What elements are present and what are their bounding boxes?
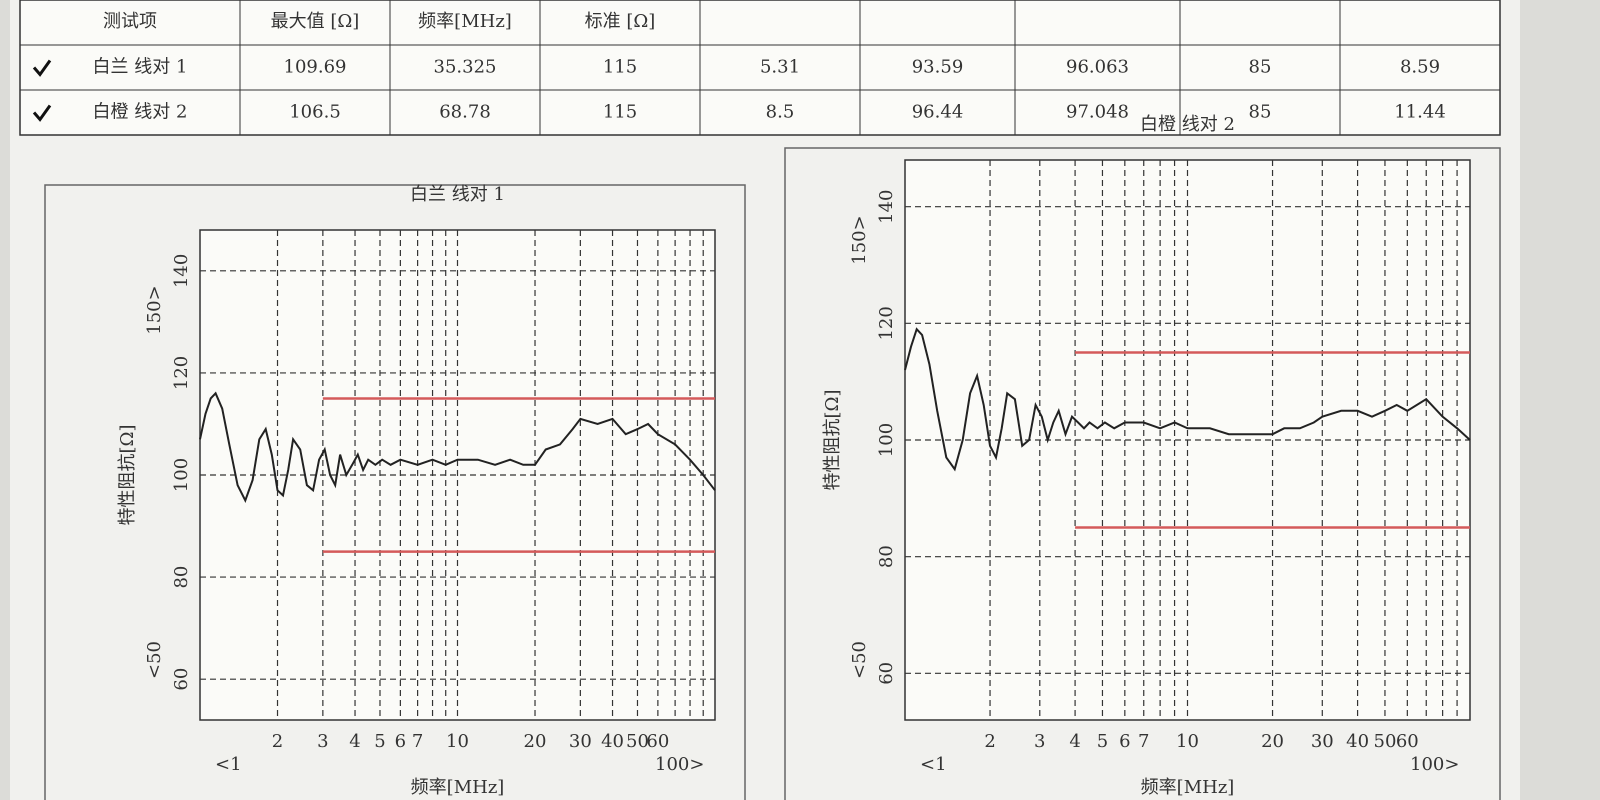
table-cell: 115 <box>603 102 637 123</box>
x-axis-label: 频率[MHz] <box>411 777 505 798</box>
x-tick-label: 2 <box>272 731 283 752</box>
chart-title: 白橙 线对 2 <box>1140 114 1235 135</box>
y-tick-label: 60 <box>171 668 192 691</box>
table-cell: 35.325 <box>434 57 497 78</box>
y-range-label: 150> <box>849 215 870 264</box>
y-tick-label: 120 <box>171 356 192 390</box>
table-cell: 68.78 <box>439 102 491 123</box>
table-cell: 96.063 <box>1066 57 1129 78</box>
y-range-label: 150> <box>144 285 165 334</box>
y-tick-label: 140 <box>876 189 897 223</box>
table-cell: 5.31 <box>760 57 800 78</box>
x-tick-label: 5 <box>1097 731 1108 752</box>
chart-panel <box>784 147 1501 800</box>
x-tick-label: 2 <box>984 731 995 752</box>
table-cell: 85 <box>1249 102 1272 123</box>
table-cell: 97.048 <box>1066 102 1129 123</box>
table <box>19 0 1501 136</box>
table-cell: 93.59 <box>912 57 964 78</box>
chart-title: 白兰 线对 1 <box>410 184 505 205</box>
x-tick-label: 6 <box>1119 731 1130 752</box>
x-tick-label: 60 <box>1396 731 1419 752</box>
header-cell: 测试项 <box>103 11 157 32</box>
y-tick-label: 140 <box>171 254 192 288</box>
table-cell: 85 <box>1249 57 1272 78</box>
x-tick-label: 20 <box>524 731 547 752</box>
chart-panel <box>44 184 746 800</box>
x-tick-label: 30 <box>569 731 592 752</box>
x-tick-label: 50 <box>1374 731 1397 752</box>
x-range-label: <1 <box>920 754 947 775</box>
check-mark <box>32 59 52 77</box>
table-cell: 8.59 <box>1400 57 1440 78</box>
table-cell: 96.44 <box>912 102 964 123</box>
table-cell: 白兰 线对 1 <box>93 57 188 78</box>
impedance-line <box>904 327 1471 472</box>
x-tick-label: 10 <box>1176 731 1199 752</box>
header-cell: 频率[MHz] <box>418 11 512 32</box>
x-tick-label: 3 <box>317 731 328 752</box>
table-cell: 106.5 <box>289 102 341 123</box>
x-tick-label: 4 <box>349 731 360 752</box>
y-tick-label: 100 <box>876 423 897 457</box>
y-tick-label: 80 <box>171 566 192 589</box>
table-cell: 8.5 <box>766 102 795 123</box>
x-range-label: 100> <box>1410 754 1459 775</box>
impedance-line <box>199 391 716 504</box>
x-axis-label: 频率[MHz] <box>1141 777 1235 798</box>
y-tick-label: 60 <box>876 662 897 685</box>
x-tick-label: 60 <box>646 731 669 752</box>
x-range-label: <1 <box>215 754 242 775</box>
x-tick-label: 5 <box>374 731 385 752</box>
x-tick-label: 3 <box>1034 731 1045 752</box>
table-cell: 115 <box>603 57 637 78</box>
y-tick-label: 120 <box>876 306 897 340</box>
y-tick-label: 80 <box>876 545 897 568</box>
x-tick-label: 7 <box>412 731 423 752</box>
x-tick-label: 10 <box>446 731 469 752</box>
y-tick-label: 100 <box>171 458 192 492</box>
x-tick-label: 6 <box>395 731 406 752</box>
check-mark <box>32 104 52 122</box>
x-tick-label: 40 <box>601 731 624 752</box>
x-tick-label: 50 <box>626 731 649 752</box>
x-range-label: 100> <box>655 754 704 775</box>
table-cell: 11.44 <box>1394 102 1446 123</box>
table-cell: 白橙 线对 2 <box>93 102 188 123</box>
header-cell: 最大值 [Ω] <box>271 11 360 32</box>
x-tick-label: 40 <box>1346 731 1369 752</box>
y-range-label: <50 <box>144 641 165 679</box>
x-tick-label: 20 <box>1261 731 1284 752</box>
header-cell: 标准 [Ω] <box>585 11 656 32</box>
x-tick-label: 7 <box>1138 731 1149 752</box>
y-axis-label: 特性阻抗[Ω] <box>822 390 843 491</box>
x-tick-label: 30 <box>1311 731 1334 752</box>
y-range-label: <50 <box>849 641 870 679</box>
table-cell: 109.69 <box>284 57 347 78</box>
y-axis-label: 特性阻抗[Ω] <box>117 425 138 526</box>
x-tick-label: 4 <box>1069 731 1080 752</box>
